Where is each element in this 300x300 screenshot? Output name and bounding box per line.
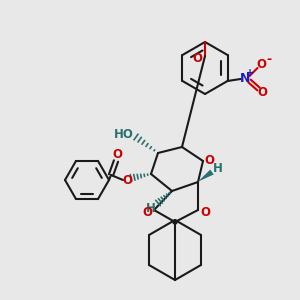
Text: O: O	[192, 52, 202, 64]
Text: O: O	[256, 58, 266, 70]
Text: H: H	[213, 163, 223, 176]
Circle shape	[173, 220, 177, 224]
Text: O: O	[257, 86, 268, 100]
Text: +: +	[247, 68, 255, 78]
Text: -: -	[266, 53, 271, 67]
Text: O: O	[122, 173, 132, 187]
Polygon shape	[198, 169, 214, 182]
Text: O: O	[204, 154, 214, 167]
Text: O: O	[200, 206, 210, 218]
Text: N: N	[240, 73, 251, 85]
Text: H: H	[146, 202, 156, 214]
Text: O: O	[112, 148, 122, 161]
Text: HO: HO	[114, 128, 134, 142]
Text: O: O	[142, 206, 152, 218]
